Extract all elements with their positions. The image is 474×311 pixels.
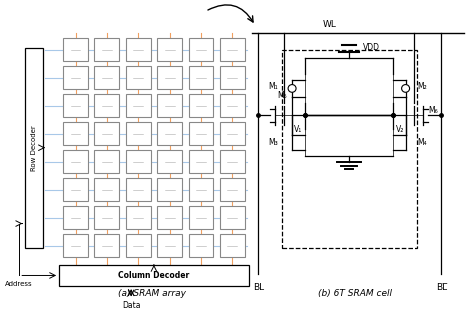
Bar bbox=[94, 206, 119, 229]
Bar bbox=[157, 206, 182, 229]
Bar bbox=[126, 122, 151, 145]
Bar bbox=[63, 234, 88, 257]
Bar bbox=[189, 234, 213, 257]
Bar bbox=[189, 94, 213, 117]
Bar bbox=[59, 265, 249, 286]
Text: (a) SRAM array: (a) SRAM array bbox=[118, 289, 186, 298]
Bar bbox=[94, 94, 119, 117]
Bar bbox=[220, 234, 245, 257]
Bar bbox=[220, 122, 245, 145]
Text: V₁: V₁ bbox=[294, 125, 302, 134]
Bar bbox=[220, 94, 245, 117]
Bar bbox=[220, 66, 245, 89]
Bar bbox=[220, 38, 245, 62]
Text: M₁: M₁ bbox=[268, 82, 278, 91]
Text: M₄: M₄ bbox=[418, 138, 428, 147]
Bar bbox=[157, 178, 182, 201]
Text: VDD: VDD bbox=[363, 44, 380, 53]
Bar bbox=[94, 66, 119, 89]
Text: M₆: M₆ bbox=[428, 106, 438, 115]
Bar bbox=[189, 66, 213, 89]
Bar bbox=[94, 234, 119, 257]
Bar bbox=[157, 122, 182, 145]
Bar bbox=[126, 178, 151, 201]
Bar bbox=[157, 38, 182, 62]
Text: WL: WL bbox=[323, 20, 337, 29]
Bar bbox=[126, 38, 151, 62]
Bar bbox=[282, 50, 417, 248]
Bar bbox=[94, 122, 119, 145]
Text: (b) 6T SRAM cell: (b) 6T SRAM cell bbox=[318, 289, 392, 298]
Bar bbox=[157, 66, 182, 89]
Bar bbox=[157, 150, 182, 173]
Bar bbox=[126, 94, 151, 117]
Bar bbox=[220, 150, 245, 173]
Bar bbox=[126, 150, 151, 173]
Bar bbox=[126, 206, 151, 229]
Bar bbox=[189, 178, 213, 201]
Bar bbox=[189, 150, 213, 173]
Bar bbox=[189, 38, 213, 62]
Bar bbox=[25, 48, 43, 248]
Bar bbox=[63, 122, 88, 145]
Bar bbox=[189, 122, 213, 145]
Text: M₃: M₃ bbox=[268, 138, 278, 147]
Text: Address: Address bbox=[4, 281, 32, 287]
Bar bbox=[63, 206, 88, 229]
Bar bbox=[189, 206, 213, 229]
Bar bbox=[63, 178, 88, 201]
Bar bbox=[157, 94, 182, 117]
Text: M₅: M₅ bbox=[277, 91, 286, 100]
Bar bbox=[94, 150, 119, 173]
Circle shape bbox=[288, 85, 296, 92]
Text: BL: BL bbox=[253, 283, 264, 292]
Bar bbox=[63, 66, 88, 89]
Text: M₂: M₂ bbox=[418, 82, 428, 91]
Text: Data: Data bbox=[122, 301, 140, 310]
Bar bbox=[94, 38, 119, 62]
Bar bbox=[220, 178, 245, 201]
Bar bbox=[126, 66, 151, 89]
Text: Column Decoder: Column Decoder bbox=[118, 271, 190, 280]
Text: V₂: V₂ bbox=[396, 125, 404, 134]
Circle shape bbox=[401, 85, 410, 92]
Bar bbox=[63, 94, 88, 117]
Bar bbox=[220, 206, 245, 229]
Bar bbox=[63, 150, 88, 173]
Text: Row Decoder: Row Decoder bbox=[31, 125, 37, 171]
Bar bbox=[126, 234, 151, 257]
Bar bbox=[157, 234, 182, 257]
Text: BL̅: BL̅ bbox=[436, 283, 447, 292]
Bar bbox=[63, 38, 88, 62]
Bar bbox=[94, 178, 119, 201]
